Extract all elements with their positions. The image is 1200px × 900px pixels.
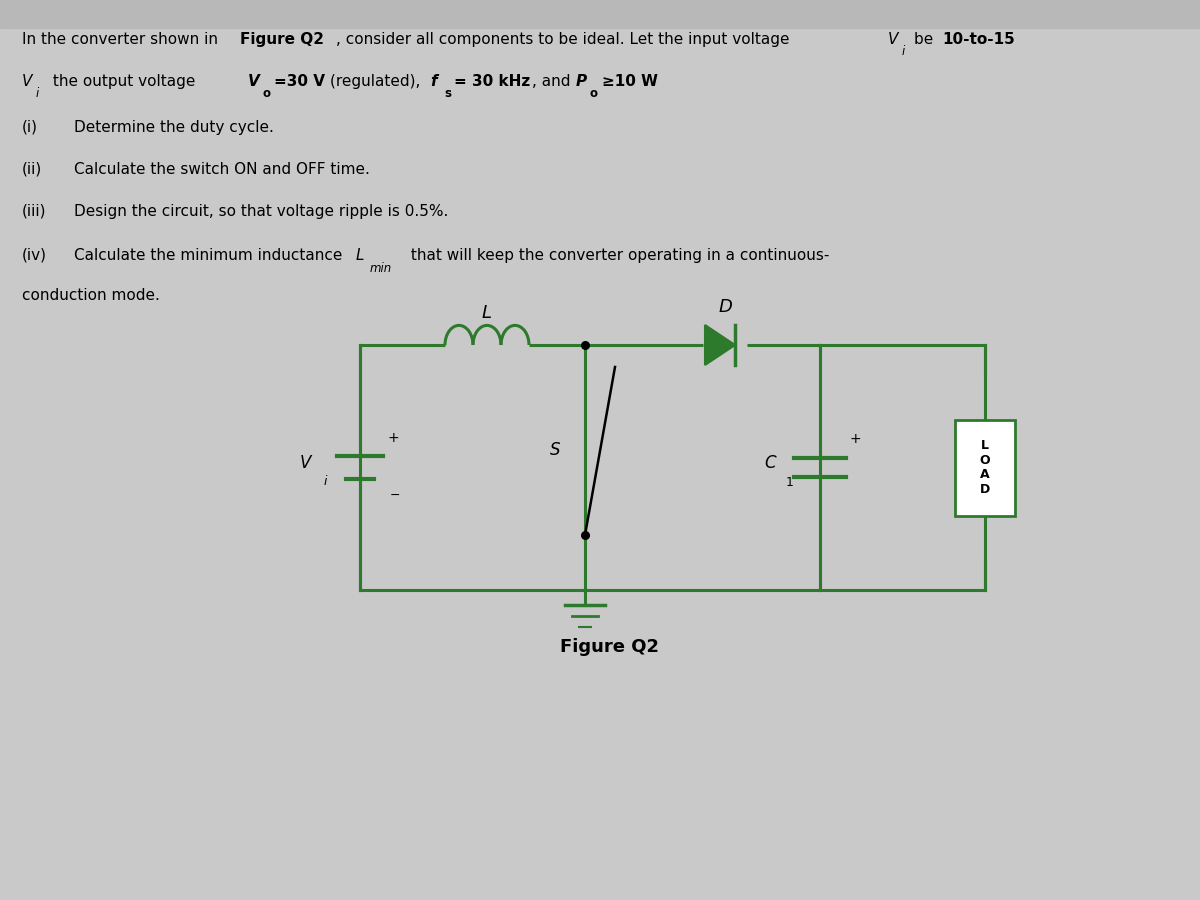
Text: i: i	[323, 475, 326, 488]
Text: ≥10 W: ≥10 W	[602, 74, 658, 89]
Text: +: +	[850, 433, 860, 446]
Text: min: min	[370, 262, 392, 275]
Text: D: D	[718, 298, 732, 316]
Text: i: i	[902, 45, 905, 58]
Text: S: S	[550, 441, 560, 459]
Text: −: −	[390, 489, 401, 502]
Text: L
O
A
D: L O A D	[979, 439, 990, 496]
Text: (iv): (iv)	[22, 248, 47, 263]
Text: (regulated),: (regulated),	[330, 74, 425, 89]
Text: V: V	[888, 32, 899, 47]
Text: the output voltage: the output voltage	[48, 74, 200, 89]
Text: be: be	[914, 32, 938, 47]
Text: s: s	[444, 87, 451, 100]
Text: +: +	[388, 430, 398, 445]
Text: (ii): (ii)	[22, 162, 42, 177]
Text: that will keep the converter operating in a continuous-: that will keep the converter operating i…	[406, 248, 829, 263]
Text: Figure Q2: Figure Q2	[560, 638, 660, 656]
Text: P: P	[576, 74, 587, 89]
Text: , consider all components to be ideal. Let the input voltage: , consider all components to be ideal. L…	[336, 32, 794, 47]
Text: conduction mode.: conduction mode.	[22, 288, 160, 303]
Text: = 30 kHz: = 30 kHz	[454, 74, 530, 89]
Text: Figure Q2: Figure Q2	[240, 32, 324, 47]
Text: f: f	[430, 74, 437, 89]
Text: L: L	[356, 248, 365, 263]
Text: Calculate the minimum inductance: Calculate the minimum inductance	[74, 248, 347, 263]
Text: V: V	[248, 74, 259, 89]
Text: L: L	[482, 304, 492, 322]
Text: o: o	[262, 87, 270, 100]
Text: =30 V: =30 V	[274, 74, 325, 89]
Text: o: o	[590, 87, 598, 100]
Text: (i): (i)	[22, 120, 38, 135]
Text: i: i	[36, 87, 40, 100]
Text: 1: 1	[786, 476, 794, 489]
Text: Calculate the switch ON and OFF time.: Calculate the switch ON and OFF time.	[74, 162, 370, 177]
Bar	[0, 0, 1200, 28]
Text: , and: , and	[532, 74, 575, 89]
Text: Determine the duty cycle.: Determine the duty cycle.	[74, 120, 274, 135]
Polygon shape	[706, 325, 734, 365]
Text: V: V	[299, 454, 311, 472]
Bar	[955, 419, 1015, 516]
Text: Design the circuit, so that voltage ripple is 0.5%.: Design the circuit, so that voltage ripp…	[74, 204, 449, 219]
Text: In the converter shown in: In the converter shown in	[22, 32, 223, 47]
Text: C: C	[764, 454, 776, 472]
Text: V: V	[22, 74, 32, 89]
Text: (iii): (iii)	[22, 204, 47, 219]
Text: 10-to-15: 10-to-15	[942, 32, 1015, 47]
